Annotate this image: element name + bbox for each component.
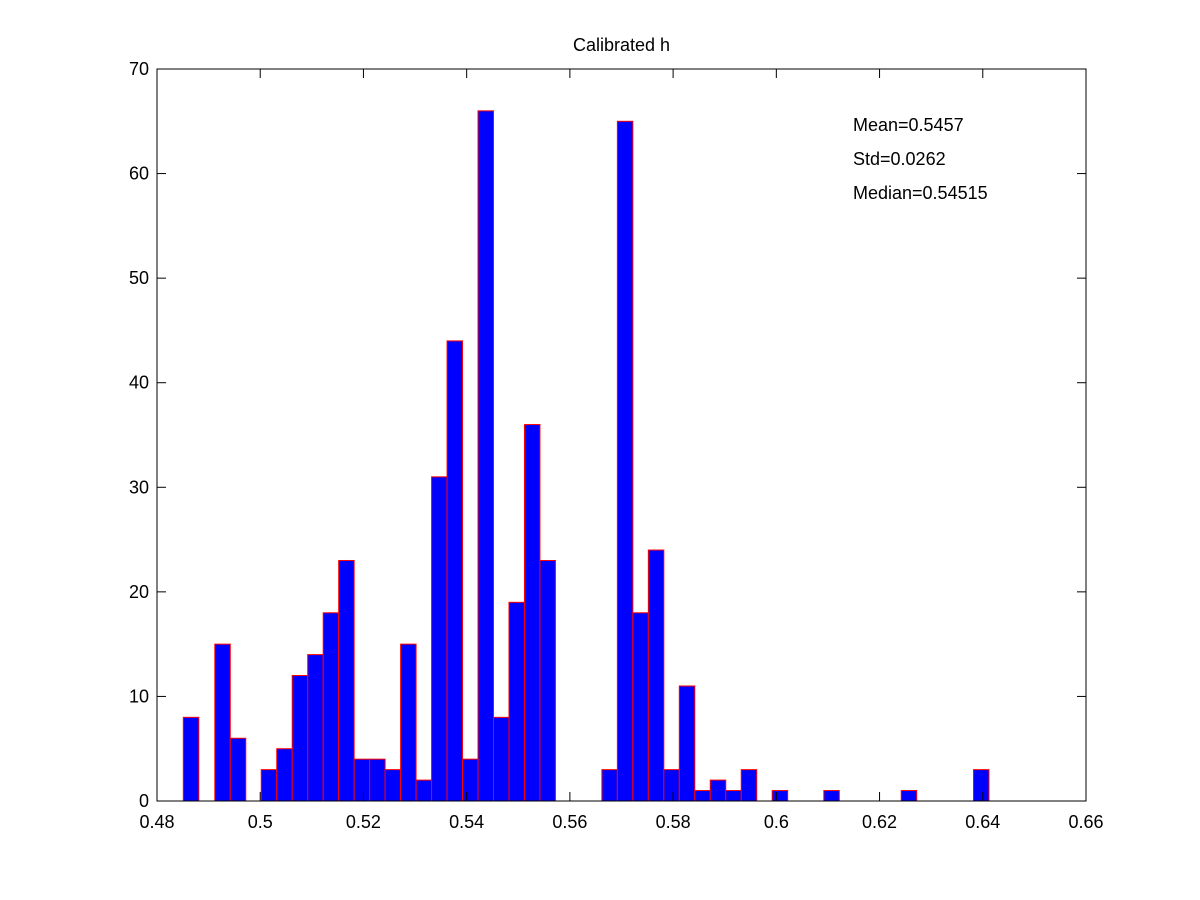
x-tick-label: 0.6 [764, 812, 789, 832]
y-tick-label: 50 [129, 268, 149, 288]
histogram-bar [539, 559, 556, 802]
histogram-bar [663, 769, 680, 802]
histogram-bar [431, 476, 448, 802]
histogram-bar [260, 769, 278, 802]
std-annotation: Std=0.0262 [853, 149, 946, 169]
histogram-bar [400, 643, 417, 802]
y-tick-label: 20 [129, 582, 149, 602]
y-tick-labels: 0 10 20 30 40 50 60 70 [129, 59, 149, 811]
histogram-bar [694, 790, 711, 802]
stats-annotations: Mean=0.5457 Std=0.0262 Median=0.54515 [853, 115, 988, 203]
histogram-bar [709, 779, 727, 802]
x-tick-label: 0.56 [552, 812, 587, 832]
histogram-bar [462, 758, 479, 802]
histogram-bar [338, 559, 355, 802]
histogram-bar [353, 758, 371, 802]
x-tick-label: 0.62 [862, 812, 897, 832]
y-tick-label: 30 [129, 477, 149, 497]
histogram-bar [415, 779, 433, 802]
axes-box [156, 68, 1087, 802]
histogram-bar [291, 675, 309, 802]
histogram-bar [823, 790, 840, 802]
x-tick-label: 0.54 [449, 812, 484, 832]
x-tick-label: 0.64 [965, 812, 1000, 832]
histogram-bar [972, 769, 990, 802]
x-tick-label: 0.66 [1068, 812, 1103, 832]
chart-title: Calibrated h [573, 35, 670, 55]
histogram-bar [601, 769, 618, 802]
mean-annotation: Mean=0.5457 [853, 115, 964, 135]
bars-group [182, 110, 990, 802]
histogram-bar [523, 424, 541, 802]
x-tick-label: 0.58 [656, 812, 691, 832]
histogram-bar [446, 340, 464, 802]
y-tick-label: 10 [129, 686, 149, 706]
histogram-bar [678, 685, 696, 802]
x-tick-label: 0.52 [346, 812, 381, 832]
histogram-bar [725, 790, 742, 802]
histogram-bar [307, 654, 324, 802]
median-annotation: Median=0.54515 [853, 183, 988, 203]
histogram-bar [229, 737, 247, 802]
x-tick-label: 0.48 [139, 812, 174, 832]
x-tick-labels: 0.48 0.5 0.52 0.54 0.56 0.58 0.6 0.62 0.64 0.66 [139, 812, 1103, 832]
histogram-bar [182, 716, 200, 802]
histogram-bar [276, 748, 293, 802]
histogram-bar [740, 769, 758, 802]
histogram-bar [493, 716, 510, 802]
y-tick-label: 40 [129, 373, 149, 393]
histogram-bar [384, 769, 402, 802]
y-tick-label: 60 [129, 164, 149, 184]
histogram-bar [508, 601, 525, 802]
x-tick-label: 0.5 [248, 812, 273, 832]
histogram-bar [214, 643, 231, 802]
histogram-bar [477, 110, 494, 802]
histogram-bar [647, 549, 665, 802]
histogram-bar [771, 790, 789, 802]
y-tick-label: 70 [129, 59, 149, 79]
histogram-bar [369, 758, 386, 802]
histogram-bar [616, 120, 634, 802]
histogram-bar [322, 612, 340, 802]
histogram-bar [632, 612, 649, 802]
y-tick-label: 0 [139, 791, 149, 811]
histogram-bar [900, 790, 918, 802]
